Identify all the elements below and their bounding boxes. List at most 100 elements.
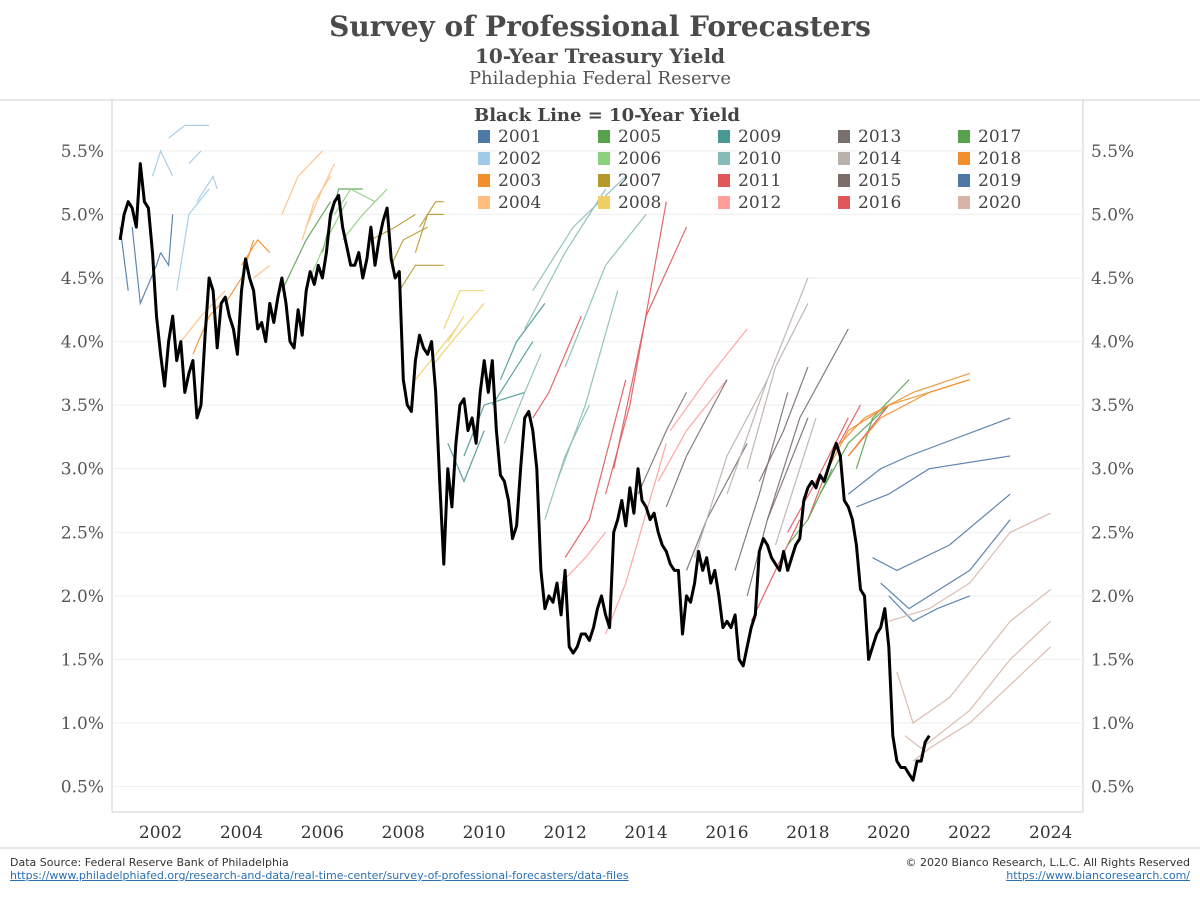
- y-tick-label-right: 3.5%: [1091, 396, 1134, 416]
- legend-label-2006: 2006: [618, 149, 661, 169]
- y-tick-label-right: 4.5%: [1091, 269, 1134, 289]
- forecast-line-2010: [544, 404, 590, 520]
- forecast-line-2014: [746, 303, 809, 469]
- x-tick-label: 2014: [624, 823, 667, 843]
- forecast-line-2013: [665, 379, 728, 508]
- forecast-line-2009: [447, 430, 485, 483]
- forecast-line-2007: [370, 213, 416, 241]
- forecast-line-2019: [888, 595, 970, 623]
- footer-left: Data Source: Federal Reserve Bank of Phi…: [10, 856, 629, 882]
- forecast-line-2020: [912, 646, 1052, 762]
- legend-swatch-2012: [718, 196, 730, 209]
- forecast-line-2008: [443, 290, 485, 330]
- y-tick-label-right: 2.5%: [1091, 523, 1134, 543]
- forecast-line-2006: [342, 188, 388, 241]
- forecast-line-2017: [819, 404, 890, 495]
- forecast-line-2019: [847, 417, 1011, 495]
- forecast-line-2011: [605, 201, 667, 495]
- forecast-line-2012: [605, 443, 667, 635]
- forecast-line-2004: [281, 150, 323, 215]
- x-tick-label: 2002: [139, 823, 182, 843]
- legend-label-2007: 2007: [618, 171, 661, 191]
- y-tick-label-left: 1.0%: [61, 714, 104, 734]
- legend-label-2017: 2017: [978, 127, 1021, 147]
- legend-swatch-2001: [478, 130, 490, 143]
- y-tick-label-left: 4.0%: [61, 333, 104, 353]
- legend-swatch-2009: [718, 130, 730, 143]
- forecast-line-2010: [556, 290, 619, 482]
- legend-swatch-2004: [478, 196, 490, 209]
- forecast-line-2002: [196, 174, 218, 203]
- legend-swatch-2002: [478, 152, 490, 165]
- forecast-line-2008: [447, 315, 465, 342]
- y-tick-label-right: 3.0%: [1091, 460, 1134, 480]
- forecast-line-2008: [414, 328, 457, 381]
- forecast-line-2016: [750, 519, 801, 622]
- y-tick-label-left: 4.5%: [61, 269, 104, 289]
- forecast-line-2004: [253, 264, 271, 279]
- footer-right: © 2020 Bianco Research, L.L.C. All Right…: [906, 856, 1190, 882]
- y-tick-label-right: 5.0%: [1091, 205, 1134, 225]
- legend-label-2012: 2012: [738, 193, 781, 213]
- footer-source-link[interactable]: https://www.philadelphiafed.org/research…: [10, 869, 629, 882]
- forecast-line-2019: [880, 519, 1011, 610]
- x-tick-label: 2024: [1029, 823, 1072, 843]
- legend-label-2005: 2005: [618, 127, 661, 147]
- forecast-line-2007: [418, 201, 444, 228]
- forecast-line-2007: [398, 264, 444, 292]
- legend-swatch-2014: [838, 152, 850, 165]
- forecast-line-2007: [390, 226, 428, 266]
- actual-yield-line: [118, 162, 931, 782]
- legend-label-2015: 2015: [858, 171, 901, 191]
- y-tick-label-left: 0.5%: [61, 778, 104, 798]
- forecast-line-2008: [431, 303, 485, 368]
- chart-title: Survey of Professional Forecasters: [329, 10, 871, 43]
- forecast-line-2003: [192, 302, 222, 355]
- y-tick-label-left: 3.0%: [61, 460, 104, 480]
- legend-label-2013: 2013: [858, 127, 901, 147]
- y-tick-label-left: 3.5%: [61, 396, 104, 416]
- forecast-line-2016: [787, 417, 849, 533]
- footer-site-link[interactable]: https://www.biancoresearch.com/: [1006, 869, 1190, 882]
- y-tick-label-right: 4.0%: [1091, 333, 1134, 353]
- forecast-line-2003: [240, 238, 271, 266]
- legend-label-2003: 2003: [498, 171, 541, 191]
- y-tick-label-right: 1.0%: [1091, 714, 1134, 734]
- forecast-line-2015: [758, 366, 809, 482]
- legend-swatch-2018: [958, 152, 970, 165]
- forecast-line-2011: [564, 379, 627, 559]
- legend-label-2014: 2014: [858, 149, 901, 169]
- legend-label-2019: 2019: [978, 171, 1021, 191]
- forecast-line-2001: [131, 227, 162, 306]
- y-tick-label-left: 2.0%: [61, 587, 104, 607]
- forecast-line-2019: [872, 493, 1011, 572]
- forecast-line-2010: [564, 214, 647, 368]
- legend-label-2016: 2016: [858, 193, 901, 213]
- legend-swatch-2010: [718, 152, 730, 165]
- legend-swatch-2008: [598, 196, 610, 209]
- x-tick-label: 2016: [705, 823, 748, 843]
- x-tick-label: 2004: [220, 823, 263, 843]
- y-tick-label-right: 2.0%: [1091, 587, 1134, 607]
- forecast-line-2020: [888, 512, 1051, 622]
- forecast-line-2010: [524, 188, 607, 330]
- forecast-line-2007: [414, 213, 444, 253]
- y-tick-label-right: 1.5%: [1091, 650, 1134, 670]
- forecast-line-2014: [694, 379, 768, 558]
- legend-label-2002: 2002: [498, 149, 541, 169]
- legend-swatch-2005: [598, 130, 610, 143]
- chart-subtitle: 10-Year Treasury Yield: [474, 44, 726, 68]
- forecast-line-2009: [491, 341, 534, 406]
- forecast-line-2002: [151, 149, 174, 177]
- forecast-line-2013: [637, 392, 688, 495]
- forecast-line-2019: [856, 455, 1011, 508]
- legend-label-2004: 2004: [498, 193, 541, 213]
- forecast-line-2020: [896, 589, 1051, 724]
- forecast-line-2012: [560, 531, 607, 584]
- y-tick-label-left: 5.0%: [61, 205, 104, 225]
- legend-label-2001: 2001: [498, 127, 541, 147]
- y-tick-label-left: 5.5%: [61, 142, 104, 162]
- forecast-line-2012: [657, 379, 728, 482]
- x-tick-label: 2020: [867, 823, 910, 843]
